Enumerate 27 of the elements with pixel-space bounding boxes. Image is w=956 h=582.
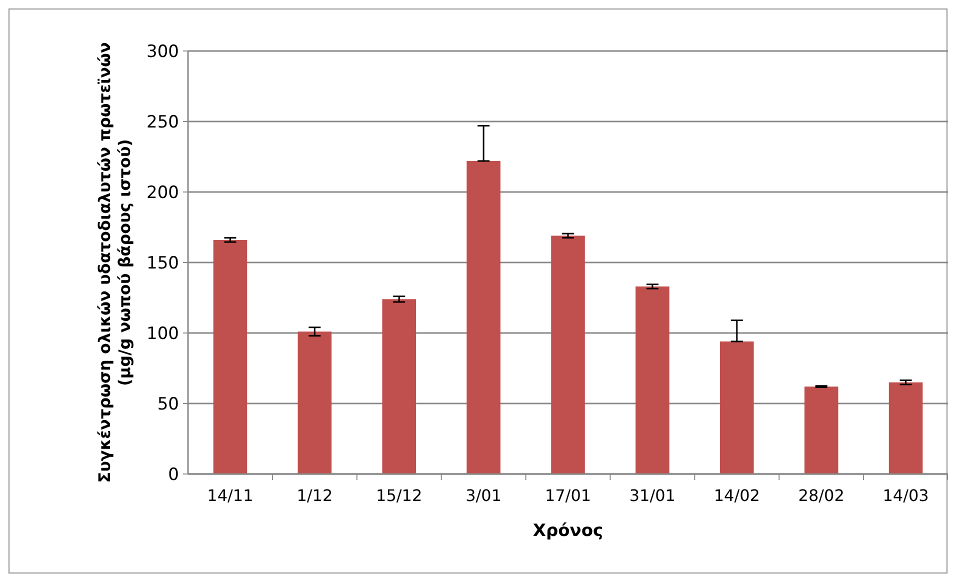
y-axis-title: Συγκέντρωση ολικών υδατοδιαλυτών πρωτεϊνών (μg/g νωπού βάρους ιστού) bbox=[95, 42, 134, 483]
y-tick-label: 300 bbox=[146, 42, 179, 62]
x-tick-label: 15/12 bbox=[376, 486, 422, 505]
bar bbox=[551, 236, 585, 474]
y-tick-label: 100 bbox=[146, 324, 179, 344]
bar bbox=[382, 299, 416, 474]
bar bbox=[888, 382, 923, 474]
x-tick-label: 31/01 bbox=[629, 486, 676, 505]
x-tick-label: 14/11 bbox=[207, 486, 254, 505]
y-tick-label: 200 bbox=[146, 182, 179, 203]
bar bbox=[213, 240, 248, 474]
bar bbox=[720, 341, 754, 474]
x-tick-label: 17/01 bbox=[544, 486, 592, 505]
bar bbox=[804, 386, 838, 474]
x-tick-label: 3/01 bbox=[466, 486, 502, 505]
y-tick-label: 50 bbox=[157, 394, 179, 414]
x-tick-label: 14/03 bbox=[882, 486, 929, 505]
y-tick-label: 250 bbox=[146, 112, 179, 132]
x-axis-title: Χρόνος bbox=[532, 521, 604, 541]
x-tick-label: 1/12 bbox=[296, 486, 333, 505]
x-tick-label: 28/02 bbox=[798, 486, 844, 505]
bar bbox=[636, 286, 670, 474]
x-tick-label: 14/02 bbox=[714, 486, 760, 505]
bar bbox=[298, 332, 332, 474]
y-tick-label: 150 bbox=[146, 253, 179, 274]
y-tick-label: 0 bbox=[168, 464, 179, 485]
bar bbox=[466, 160, 500, 474]
